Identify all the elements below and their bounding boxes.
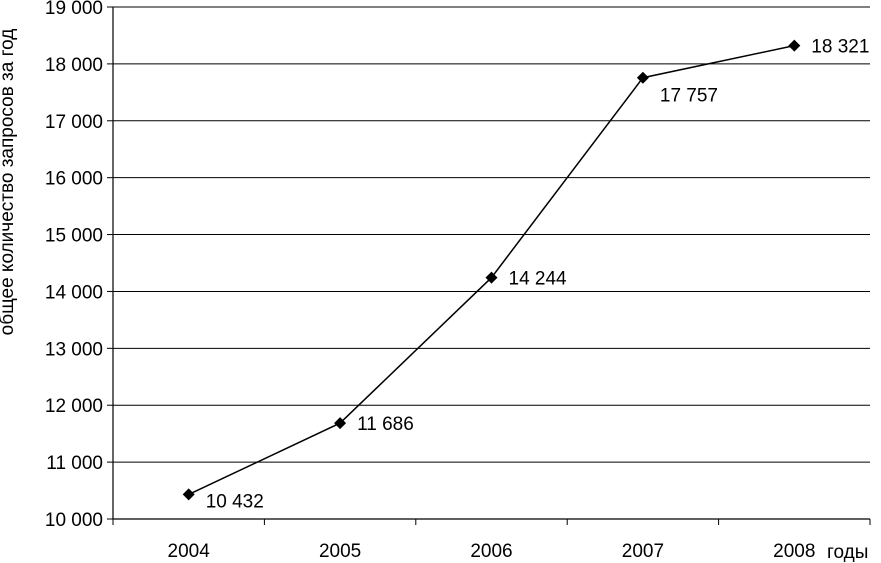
series-line	[188, 44, 795, 496]
y-tick-label: 12 000	[45, 396, 103, 417]
y-tick-label: 19 000	[45, 0, 103, 19]
x-tick-label: 2005	[319, 541, 361, 562]
y-tick-label: 15 000	[45, 226, 103, 247]
x-tick-label: 2006	[470, 541, 512, 562]
x-tick-label: 2007	[622, 541, 664, 562]
x-tick-label: 2004	[168, 541, 211, 562]
x-tick-label: 2008	[773, 541, 815, 562]
series-line-path	[188, 44, 795, 496]
data-label: 10 432	[206, 491, 264, 512]
data-point-marker	[485, 271, 498, 284]
y-tick-label: 11 000	[46, 453, 103, 474]
axes	[107, 6, 871, 525]
data-point-marker	[334, 417, 347, 430]
tick-labels: 10 000 11 000 12 000 13 000 14 000 15 000 16 0…	[45, 0, 816, 562]
data-point-marker	[182, 488, 195, 501]
series-markers	[182, 39, 801, 501]
gridlines	[113, 6, 870, 463]
y-tick-label: 16 000	[45, 169, 103, 190]
y-tick-label: 10 000	[45, 510, 103, 531]
y-tick-label: 14 000	[45, 282, 103, 303]
x-axis-title: годы	[827, 542, 868, 563]
data-label: 14 244	[509, 269, 568, 290]
y-tick-label: 17 000	[45, 112, 103, 133]
data-point-marker	[788, 39, 801, 52]
data-labels: 10 432 11 686 14 244 17 757 18 321	[206, 37, 870, 513]
data-label: 18 321	[811, 37, 869, 58]
data-point-marker	[636, 71, 649, 84]
data-label: 11 686	[357, 414, 414, 435]
y-axis-title: общее количество запросов за год	[0, 29, 18, 336]
data-label: 17 757	[660, 86, 718, 107]
y-tick-label: 18 000	[45, 55, 103, 76]
y-tick-label: 13 000	[45, 339, 103, 360]
